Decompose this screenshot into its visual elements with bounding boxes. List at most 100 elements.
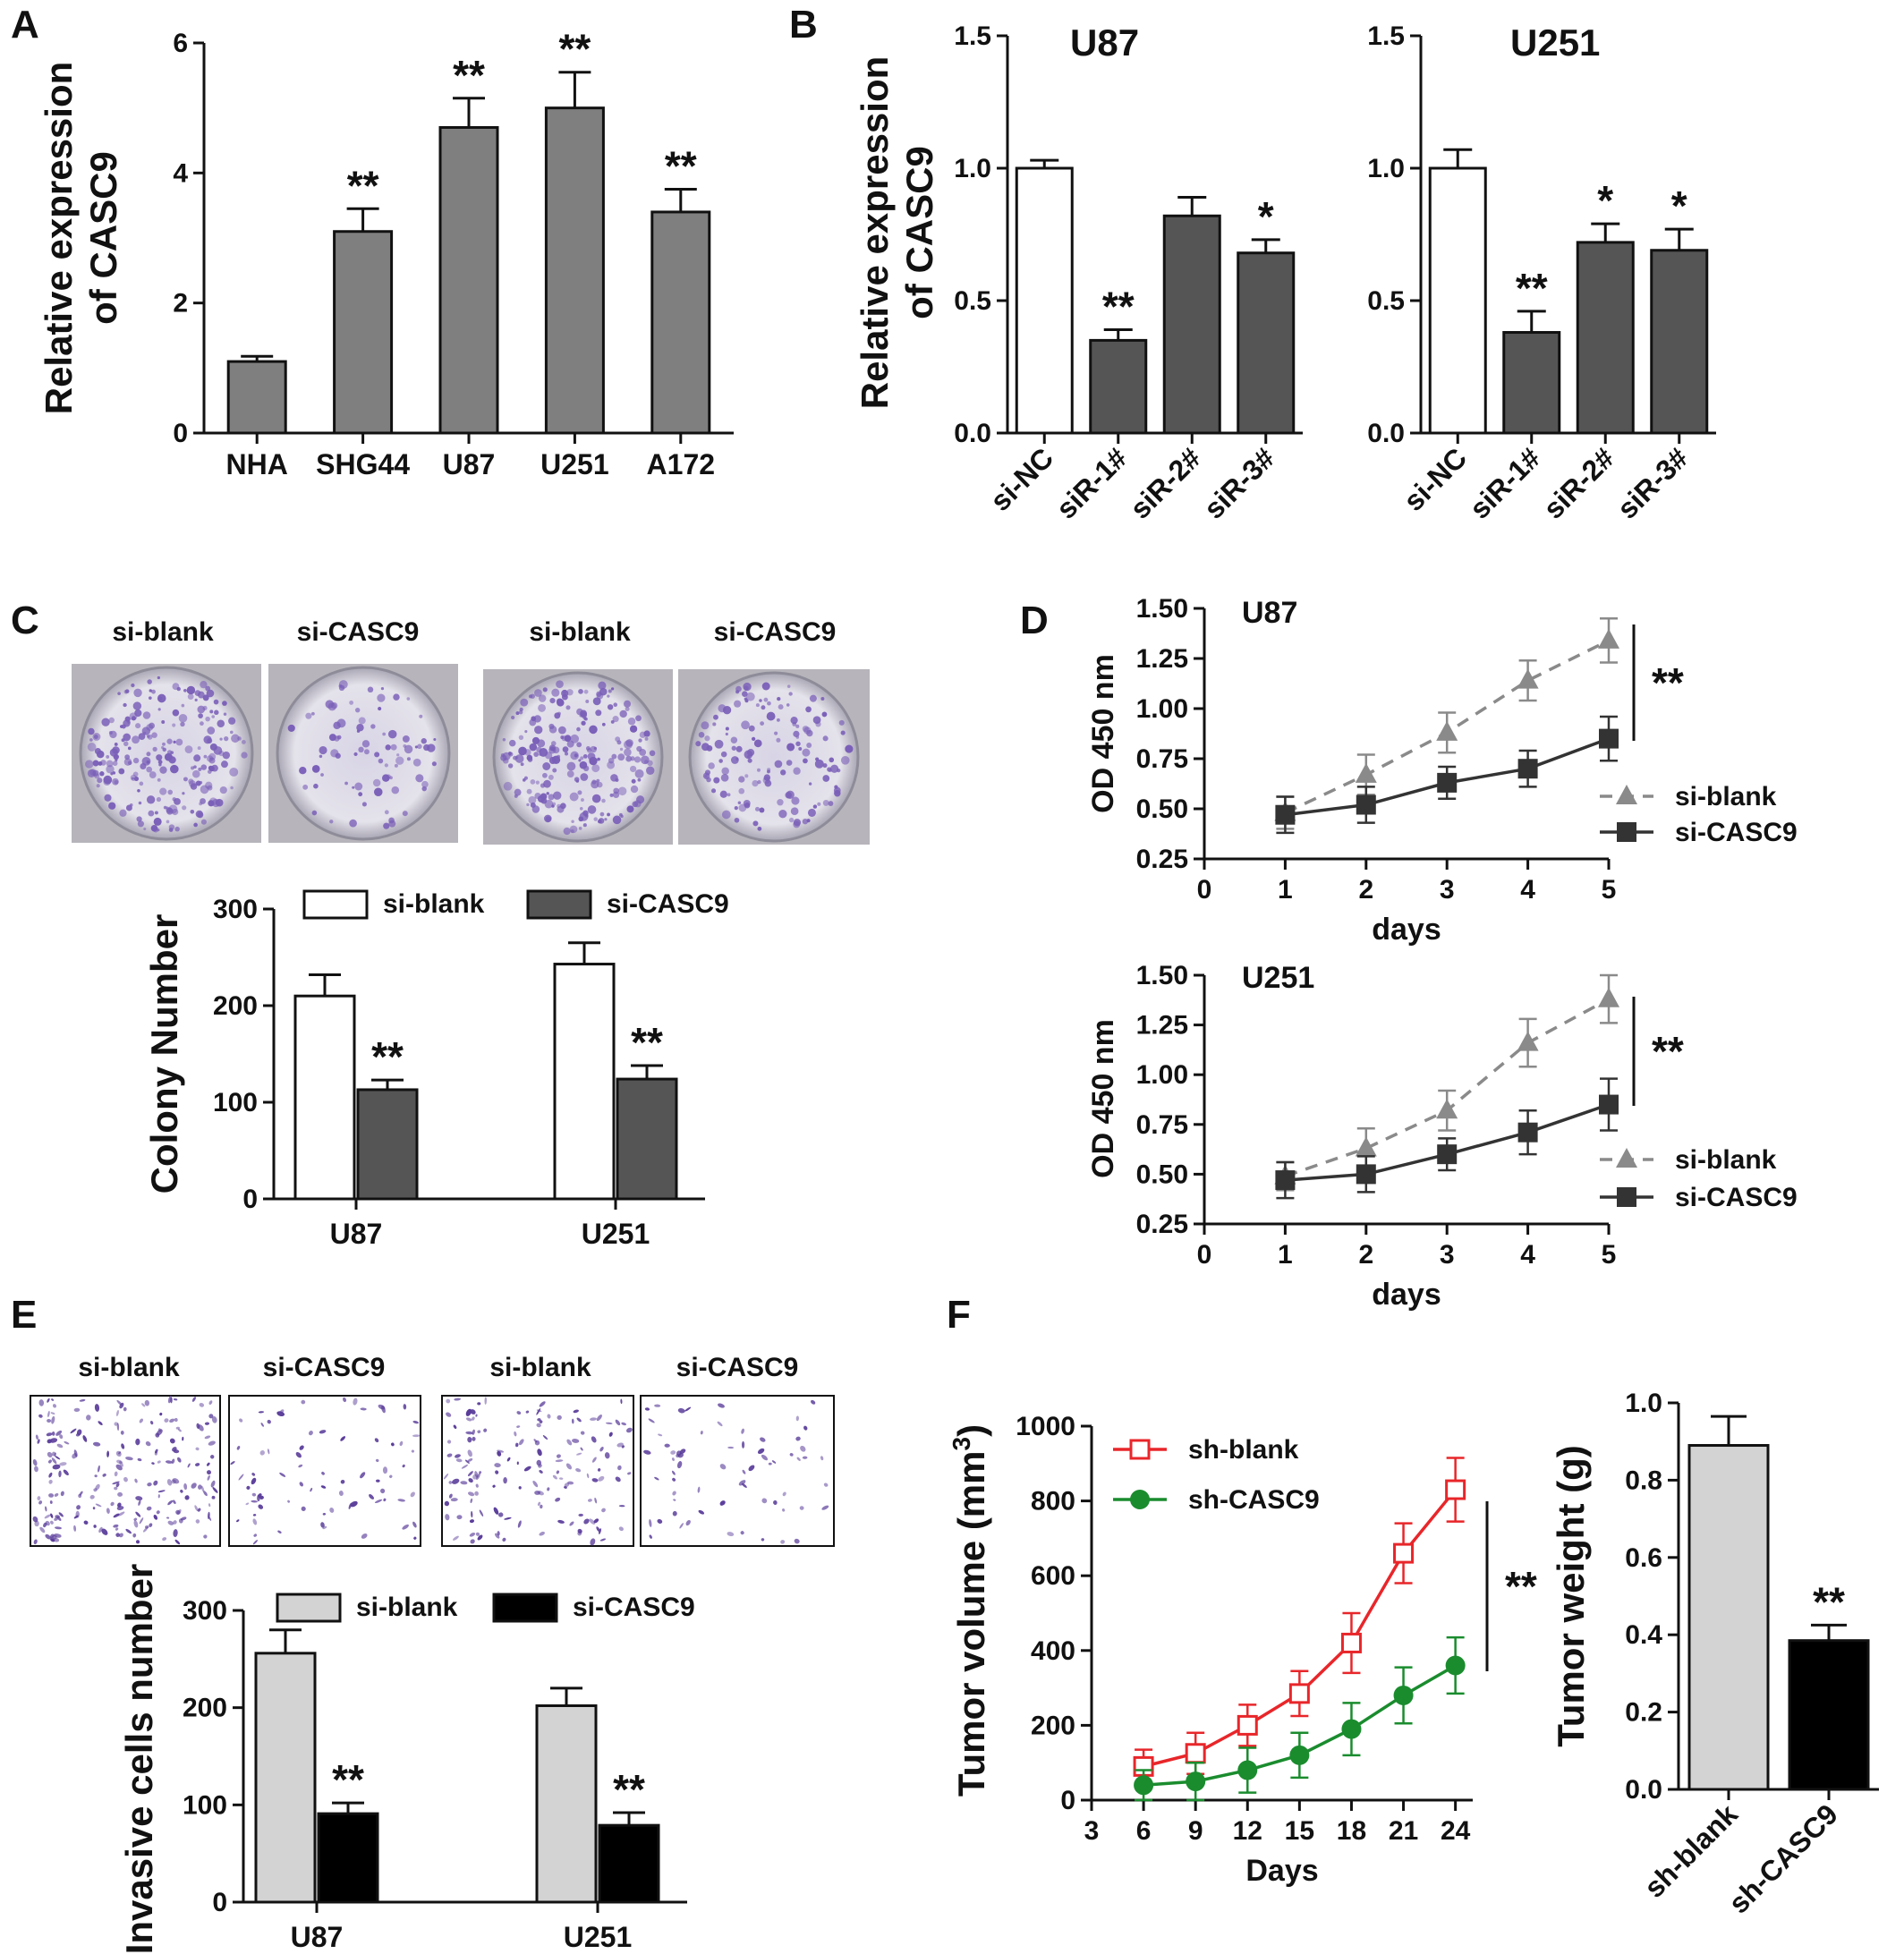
series-point-si-CASC9: [1437, 772, 1458, 793]
invading-cell: [374, 1438, 379, 1443]
invading-cell: [156, 1510, 160, 1515]
colony: [157, 675, 160, 680]
invading-cell: [397, 1499, 406, 1502]
invading-cell: [789, 1453, 794, 1457]
colony: [548, 794, 555, 801]
colony: [99, 771, 105, 777]
bar-sir-1#: [1089, 338, 1148, 435]
colony: [548, 774, 554, 780]
colony: [195, 810, 203, 819]
colony: [526, 754, 533, 761]
invading-cell: [467, 1457, 473, 1462]
invading-cell: [252, 1518, 258, 1525]
colony: [767, 769, 770, 774]
colony: [147, 679, 152, 684]
colony: [548, 726, 557, 734]
invading-cell: [299, 1482, 304, 1487]
invading-cell: [580, 1447, 583, 1451]
invading-cell: [537, 1501, 541, 1507]
invading-cell: [110, 1501, 115, 1507]
invading-cell: [153, 1515, 158, 1520]
invading-cell: [139, 1517, 144, 1525]
invading-cell: [796, 1457, 801, 1461]
series-point-sh-CASC9: [1134, 1775, 1154, 1796]
invading-cell: [412, 1420, 419, 1424]
colony: [205, 781, 213, 789]
colony: [564, 752, 569, 756]
invasion-micrographs: si-blank si-CASC9 si-blank si-CASC9: [30, 1353, 835, 1547]
colony: [713, 714, 718, 720]
colony: [383, 822, 390, 829]
colony: [542, 762, 551, 770]
series-point-si-CASC9: [1275, 804, 1296, 825]
colony: [153, 817, 162, 826]
invading-cell: [467, 1449, 472, 1457]
x-tick-label: U87: [291, 1921, 344, 1953]
invading-cell: [135, 1511, 141, 1517]
invading-cell: [502, 1537, 506, 1542]
invading-cell: [594, 1497, 598, 1504]
series-line-sh-blank: [1143, 1488, 1457, 1769]
colony: [629, 725, 638, 733]
y-tick-label: 0.0: [1367, 419, 1405, 448]
colony-dish-images: si-blank si-CASC9 si-blank si-CASC9: [72, 617, 870, 845]
invading-cell: [125, 1457, 133, 1461]
colony: [747, 749, 755, 757]
invading-cell: [469, 1533, 476, 1537]
series-point-sh-CASC9: [1341, 1719, 1362, 1739]
colony: [335, 752, 341, 759]
invading-cell: [135, 1438, 140, 1446]
invading-cell: [412, 1434, 421, 1438]
colony: [191, 769, 200, 778]
invading-cell: [52, 1451, 56, 1457]
colony: [617, 753, 625, 761]
invading-cell: [101, 1528, 108, 1535]
invading-cell: [239, 1418, 243, 1423]
series-point-sh-CASC9: [1289, 1745, 1310, 1765]
colony: [741, 720, 750, 730]
colony: [721, 767, 729, 776]
invading-cell: [517, 1520, 522, 1528]
invading-cell: [32, 1459, 38, 1466]
colony: [123, 733, 132, 742]
colony: [584, 813, 589, 818]
colony: [146, 766, 153, 773]
invading-cell: [741, 1482, 747, 1488]
colony: [191, 766, 195, 770]
colony: [132, 701, 142, 710]
invading-cell: [166, 1479, 173, 1486]
invading-cell: [605, 1422, 613, 1424]
x-tick-label: 3: [1084, 1816, 1100, 1846]
invading-cell: [117, 1502, 122, 1508]
colony: [815, 721, 821, 727]
invading-cell: [245, 1502, 250, 1506]
y-axis-title-line: of CASC9: [898, 146, 940, 319]
legend-label-sh-CASC9: sh-CASC9: [1188, 1485, 1320, 1515]
invading-cell: [376, 1479, 380, 1482]
invading-cell: [144, 1399, 150, 1406]
colony: [812, 804, 818, 809]
colony: [639, 731, 647, 738]
colony: [777, 696, 781, 701]
invading-cell: [591, 1457, 597, 1463]
legend-marker-si-blank: [1616, 1148, 1637, 1168]
colony: [181, 703, 185, 708]
invading-cell: [557, 1415, 562, 1420]
colony: [776, 737, 781, 743]
colony: [131, 683, 135, 688]
invading-cell: [621, 1422, 626, 1426]
y-tick-label: 1.50: [1136, 594, 1188, 624]
colony: [367, 686, 374, 693]
colony: [821, 711, 828, 718]
significance-label: **: [371, 1033, 404, 1080]
colony: [582, 716, 587, 720]
invading-cell: [83, 1520, 89, 1525]
invading-cell: [573, 1409, 580, 1414]
colony: [183, 777, 188, 782]
invading-cell: [157, 1494, 160, 1499]
invading-cell: [444, 1500, 450, 1507]
colony-image-label: si-CASC9: [297, 617, 420, 647]
colony: [776, 718, 780, 722]
invading-cell: [133, 1520, 139, 1528]
colony: [374, 752, 380, 758]
